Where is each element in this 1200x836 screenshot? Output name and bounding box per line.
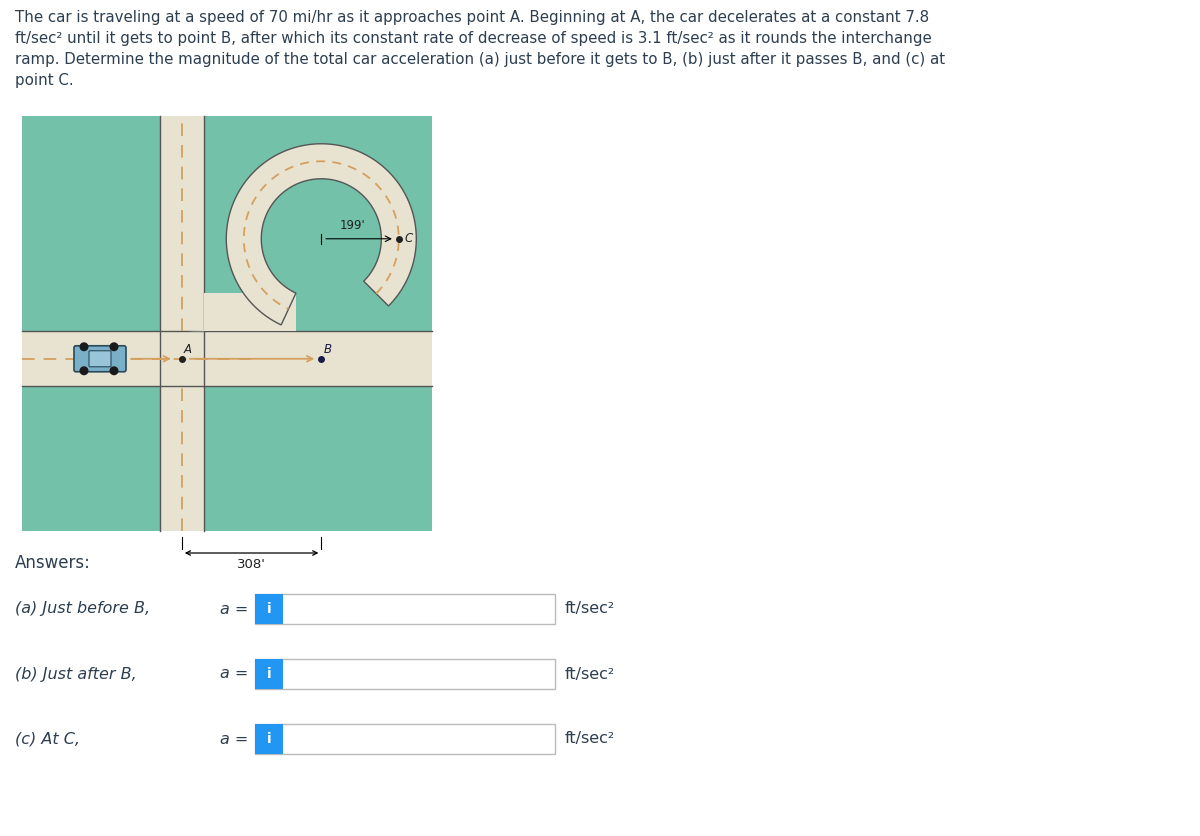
Text: C: C xyxy=(404,232,413,245)
Text: ft/sec²: ft/sec² xyxy=(565,601,616,616)
Text: The car is traveling at a speed of 70 mi/hr as it approaches point A. Beginning : The car is traveling at a speed of 70 mi… xyxy=(14,10,929,25)
Circle shape xyxy=(79,342,89,351)
Text: i: i xyxy=(266,602,271,616)
Text: 199': 199' xyxy=(340,219,365,232)
Bar xyxy=(256,594,554,624)
Text: a =: a = xyxy=(220,601,248,616)
Text: A: A xyxy=(184,343,192,356)
Text: point C.: point C. xyxy=(14,73,73,88)
Bar xyxy=(204,293,296,331)
Text: (a) Just before B,: (a) Just before B, xyxy=(14,601,150,616)
Text: a =: a = xyxy=(220,666,248,681)
Bar xyxy=(256,659,283,689)
Polygon shape xyxy=(190,293,296,331)
Circle shape xyxy=(79,366,89,375)
Bar xyxy=(256,724,283,754)
Bar xyxy=(256,594,283,624)
Text: 308': 308' xyxy=(238,558,266,571)
FancyBboxPatch shape xyxy=(74,346,126,372)
Bar xyxy=(22,331,432,386)
Text: i: i xyxy=(266,667,271,681)
Text: ft/sec²: ft/sec² xyxy=(565,732,616,747)
Text: ft/sec²: ft/sec² xyxy=(565,666,616,681)
Text: a =: a = xyxy=(220,732,248,747)
Circle shape xyxy=(109,366,119,375)
Bar xyxy=(256,724,554,754)
Bar xyxy=(22,116,432,531)
Bar xyxy=(256,659,554,689)
Text: B: B xyxy=(323,343,331,356)
Text: i: i xyxy=(266,732,271,746)
Polygon shape xyxy=(227,144,416,325)
Circle shape xyxy=(109,342,119,351)
Bar xyxy=(160,116,204,531)
Text: ramp. Determine the magnitude of the total car acceleration (a) just before it g: ramp. Determine the magnitude of the tot… xyxy=(14,52,946,67)
Text: (c) At C,: (c) At C, xyxy=(14,732,80,747)
Text: Answers:: Answers: xyxy=(14,554,91,572)
Text: (b) Just after B,: (b) Just after B, xyxy=(14,666,137,681)
Text: ft/sec² until it gets to point B, after which its constant rate of decrease of s: ft/sec² until it gets to point B, after … xyxy=(14,31,931,46)
FancyBboxPatch shape xyxy=(89,351,112,367)
